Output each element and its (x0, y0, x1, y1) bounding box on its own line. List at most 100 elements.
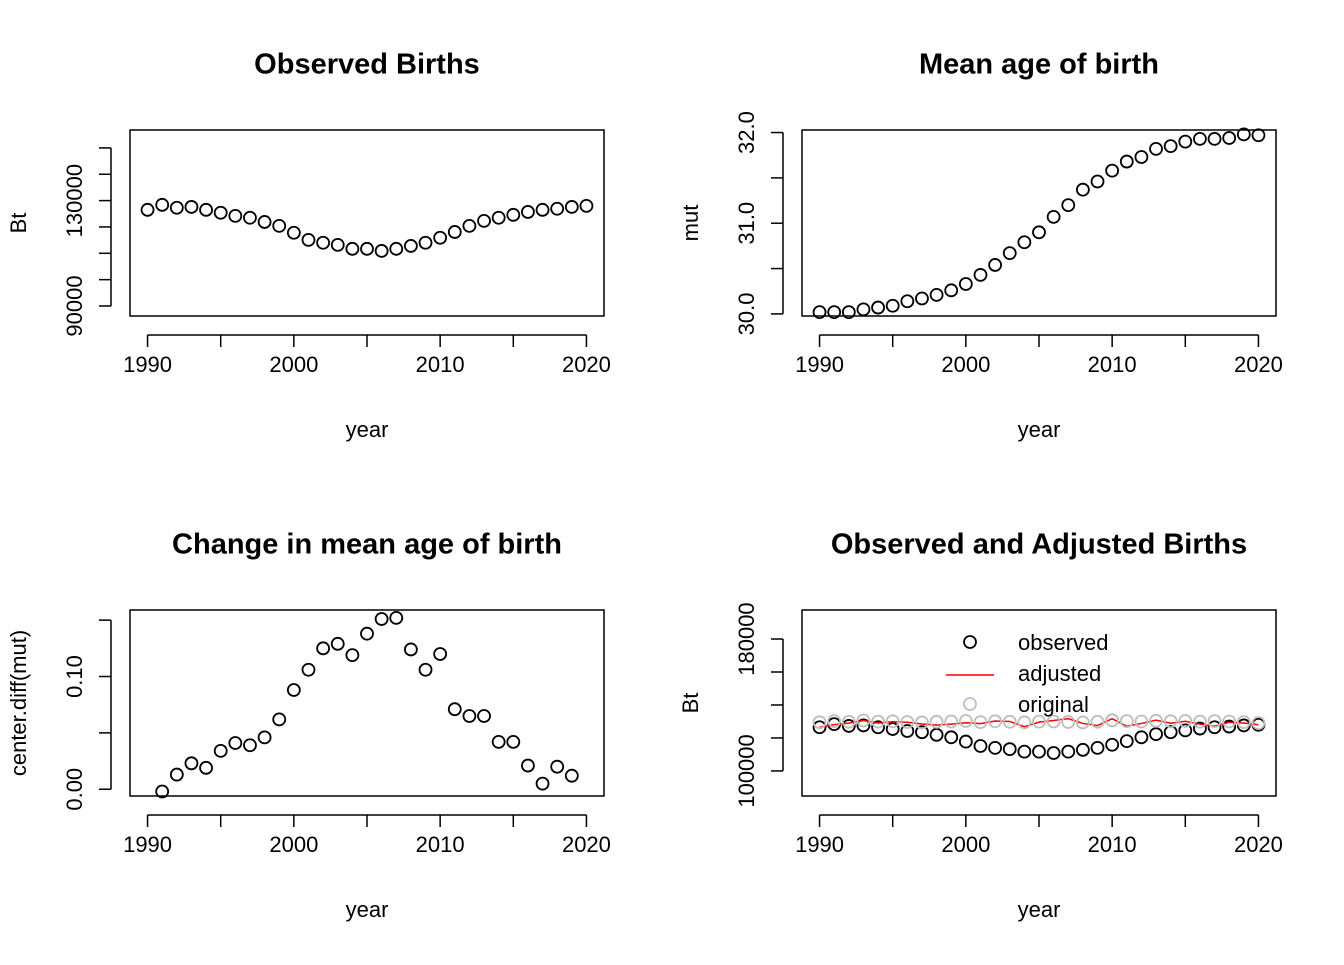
data-point (871, 300, 885, 315)
chart-title: Observed Births (254, 49, 480, 81)
data-point (360, 241, 374, 256)
x-tick-label: 2010 (1088, 352, 1137, 377)
data-point (330, 237, 345, 252)
data-point (447, 702, 462, 717)
data-point (243, 210, 257, 225)
data-point (433, 647, 448, 661)
chart-title: Change in mean age of birth (172, 529, 562, 561)
data-point (535, 776, 550, 791)
data-point (1251, 716, 1266, 731)
data-point (579, 198, 594, 213)
data-point (1193, 131, 1207, 146)
data-point (403, 239, 418, 253)
data-point (506, 207, 521, 222)
y-axis-label: center.diff(mut) (6, 630, 31, 776)
data-point (1119, 734, 1134, 748)
data-point (885, 298, 900, 313)
x-axis-label: year (1018, 417, 1061, 442)
data-point (1207, 131, 1222, 146)
data-point (1032, 744, 1046, 759)
x-tick-label: 2000 (269, 352, 318, 377)
data-point (418, 662, 433, 677)
data-point (155, 784, 170, 799)
data-point (885, 722, 900, 736)
data-point (1236, 127, 1251, 142)
y-tick-label: 0.10 (62, 655, 87, 698)
data-point (1222, 714, 1237, 729)
x-tick-label: 2010 (416, 832, 465, 857)
data-point (1017, 715, 1032, 730)
legend-label: original (1018, 692, 1089, 717)
plot-frame (801, 609, 1277, 797)
x-tick-label: 2020 (1234, 352, 1283, 377)
data-point (286, 225, 301, 240)
legend-label: observed (1018, 630, 1109, 655)
x-tick-label: 1990 (795, 832, 844, 857)
data-point (564, 768, 579, 783)
data-point (841, 719, 856, 733)
y-axis-label: Bt (678, 693, 703, 714)
data-point (1134, 730, 1149, 745)
data-point (856, 302, 871, 317)
x-tick-label: 2000 (941, 352, 990, 377)
x-tick-label: 2010 (1088, 832, 1137, 857)
x-tick-label: 1990 (795, 352, 844, 377)
data-point (1178, 714, 1193, 728)
data-point (958, 277, 973, 291)
data-point (1090, 714, 1105, 729)
y-tick-label: 0.00 (62, 768, 87, 811)
data-point (169, 767, 184, 782)
x-axis-label: year (346, 417, 389, 442)
data-point (1105, 163, 1120, 178)
data-point (491, 210, 506, 225)
data-point (1193, 721, 1207, 736)
x-tick-label: 2010 (416, 352, 465, 377)
data-point (301, 662, 316, 677)
y-tick-label: 100000 (734, 734, 759, 807)
y-axis-label: mut (678, 205, 703, 242)
data-point (374, 612, 389, 626)
data-point (988, 258, 1003, 272)
data-point (900, 724, 915, 738)
data-point (1075, 742, 1090, 757)
data-point (1207, 720, 1222, 735)
data-point (1046, 714, 1061, 729)
y-tick-label: 90000 (62, 275, 87, 336)
data-point (286, 683, 301, 697)
data-point (1061, 744, 1076, 759)
data-point (316, 641, 331, 656)
data-point (199, 202, 213, 217)
y-tick-label: 180000 (734, 602, 759, 675)
data-point (389, 241, 404, 256)
data-point (915, 725, 929, 740)
data-point (477, 709, 491, 723)
x-axis-label: year (346, 897, 389, 922)
data-point (462, 709, 477, 723)
data-point (257, 730, 272, 745)
x-tick-label: 1990 (123, 352, 172, 377)
data-point (944, 283, 959, 298)
data-point (944, 730, 959, 745)
data-point (535, 202, 550, 217)
data-point (447, 225, 462, 239)
data-point (958, 714, 973, 728)
data-point (272, 712, 287, 727)
data-point (316, 235, 331, 250)
data-point (199, 760, 213, 775)
x-tick-label: 1990 (123, 832, 172, 857)
data-point (1236, 715, 1251, 730)
y-axis-label: Bt (6, 213, 31, 234)
data-point (944, 714, 959, 729)
chart-title: Mean age of birth (919, 49, 1159, 81)
data-point (564, 200, 579, 214)
data-point (841, 714, 856, 729)
data-point (1163, 714, 1178, 729)
x-tick-label: 2000 (941, 832, 990, 857)
data-point (1002, 714, 1017, 729)
data-point (973, 268, 988, 282)
legend-swatch (963, 697, 977, 711)
legend-label: adjusted (1018, 661, 1101, 686)
data-point (1046, 209, 1061, 224)
data-point (403, 642, 418, 657)
